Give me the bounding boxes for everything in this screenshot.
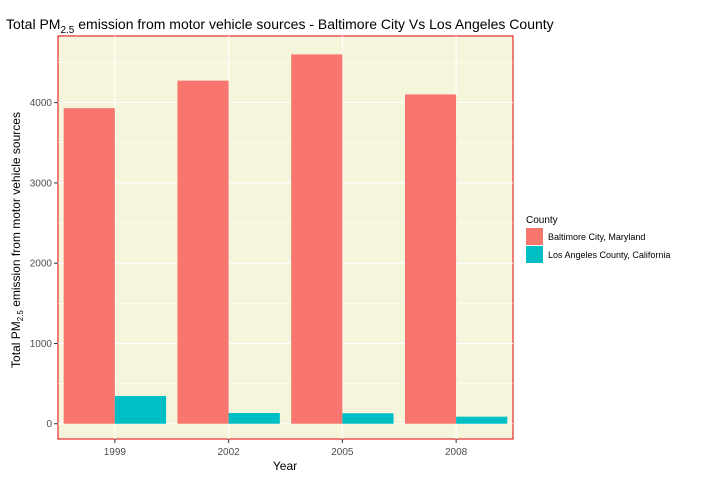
- x-tick-label: 1999: [104, 447, 127, 458]
- bar-los-angeles-2008: [456, 416, 508, 424]
- bar-los-angeles-1999: [114, 395, 167, 424]
- bar-baltimore-2005: [291, 54, 343, 424]
- x-tick-label: 2005: [331, 447, 354, 458]
- y-tick-label: 0: [46, 419, 52, 430]
- legend: County Baltimore City, Maryland Los Angel…: [526, 215, 670, 263]
- bar-baltimore-2002: [177, 80, 229, 424]
- y-axis-title: Total PM2.5 emission from motor vehicle …: [9, 112, 25, 368]
- y-tick-label: 2000: [30, 259, 53, 270]
- bars: [63, 54, 508, 424]
- x-tick-label: 2008: [445, 447, 468, 458]
- x-tick-label: 2002: [218, 447, 241, 458]
- x-axis-title: Year: [273, 459, 297, 473]
- y-tick-label: 1000: [30, 339, 53, 350]
- x-axis-ticks: 1999 2002 2005 2008: [104, 439, 468, 458]
- legend-key-baltimore: [526, 228, 543, 245]
- y-tick-label: 4000: [30, 98, 53, 109]
- legend-label-baltimore: Baltimore City, Maryland: [548, 232, 645, 242]
- legend-title: County: [526, 215, 558, 226]
- chart-title: Total PM2.5 emission from motor vehicle …: [6, 16, 554, 36]
- bar-los-angeles-2005: [342, 413, 394, 424]
- legend-key-los-angeles: [526, 246, 543, 263]
- y-tick-label: 3000: [30, 178, 53, 189]
- bar-baltimore-1999: [63, 108, 115, 424]
- legend-label-los-angeles: Los Angeles County, California: [548, 250, 670, 260]
- bar-los-angeles-2002: [228, 412, 280, 424]
- bar-baltimore-2008: [404, 94, 457, 424]
- y-axis-ticks: 0 1000 2000 3000 4000: [30, 98, 58, 430]
